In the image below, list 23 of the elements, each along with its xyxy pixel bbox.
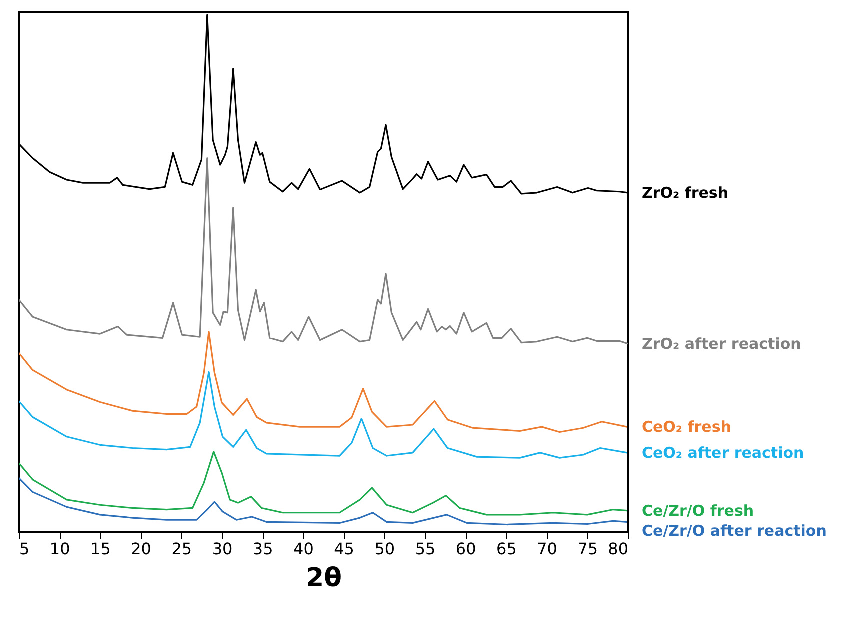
x-tick-label: 70 <box>537 540 558 558</box>
x-tick-label: 75 <box>578 540 598 558</box>
x-tick-label: 65 <box>496 540 517 558</box>
x-tick-label: 5 <box>20 540 30 558</box>
series-label: Ce/Zr/O after reaction <box>642 522 827 540</box>
series-label: CeO₂ after reaction <box>642 444 804 462</box>
x-tick-label: 10 <box>50 540 70 558</box>
series-label: ZrO₂ fresh <box>642 184 729 202</box>
x-axis-title: 2θ <box>306 564 342 594</box>
x-tick-label: 80 <box>608 540 628 558</box>
x-tick-label: 15 <box>90 540 111 558</box>
x-tick-label: 50 <box>374 540 396 558</box>
series-label: ZrO₂ after reaction <box>642 334 802 353</box>
x-tick-label: 20 <box>131 540 152 558</box>
x-tick-label: 35 <box>252 540 274 558</box>
x-tick-label: 40 <box>294 540 314 558</box>
x-tick-label: 55 <box>415 540 436 558</box>
x-tick-label: 45 <box>334 540 354 558</box>
x-tick-label: 30 <box>212 540 233 558</box>
x-tick-label: 25 <box>172 540 192 558</box>
series-label: Ce/Zr/O fresh <box>642 502 754 520</box>
x-tick-label: 60 <box>456 540 476 558</box>
series-label: CeO₂ fresh <box>642 418 732 436</box>
